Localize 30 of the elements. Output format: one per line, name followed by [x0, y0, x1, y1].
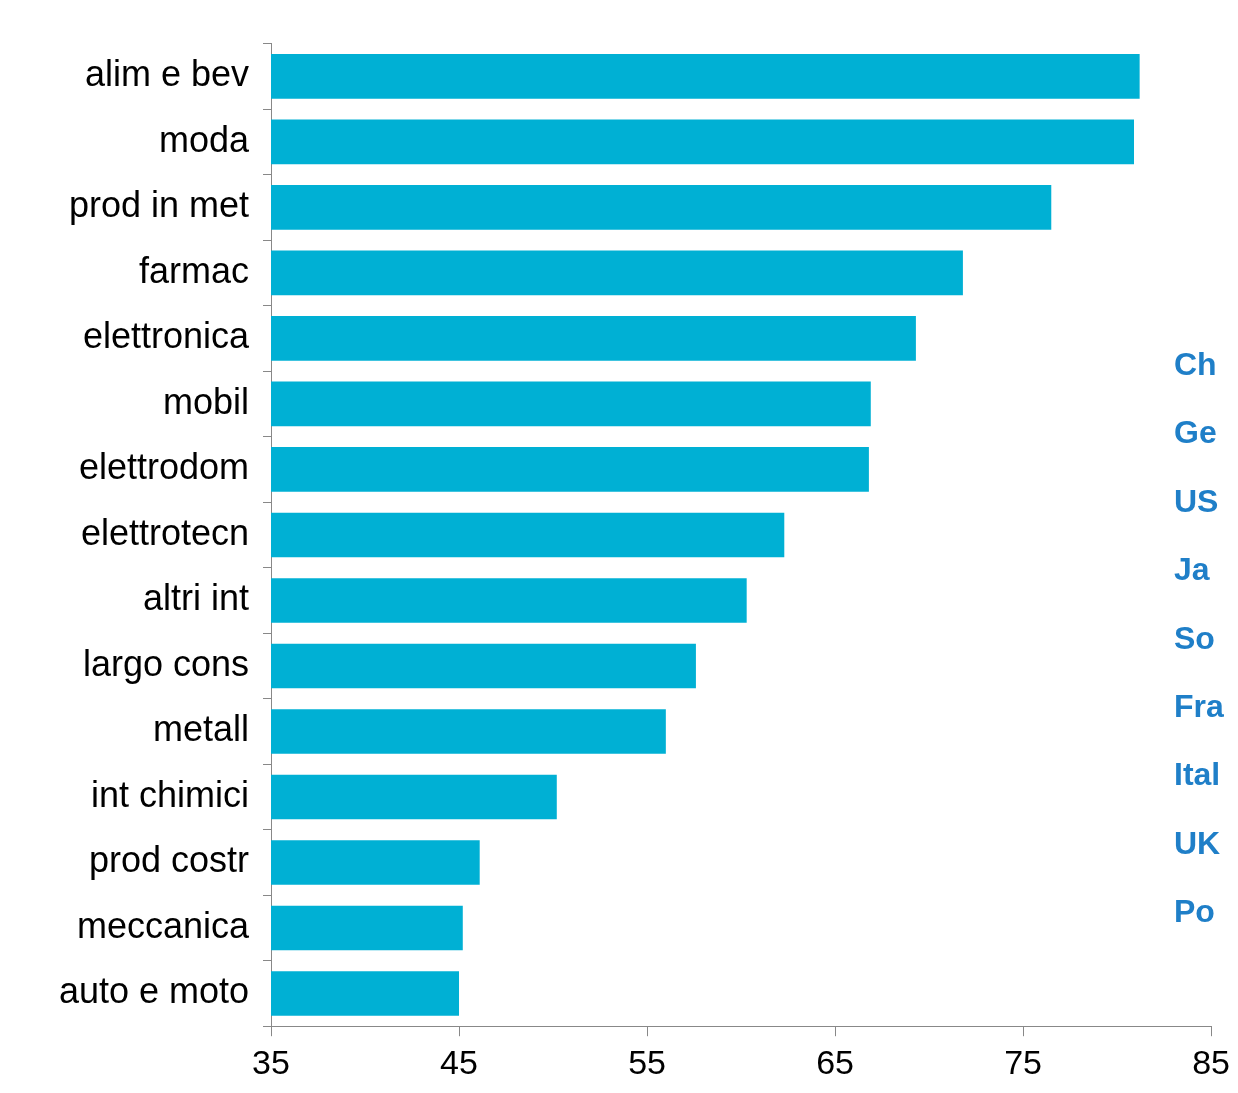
y-tick-label: elettrotecn	[80, 511, 249, 553]
annotation: Fra	[1174, 688, 1224, 725]
y-tick-label: prod costr	[88, 839, 249, 881]
y-tick-label: prod in met	[68, 184, 249, 226]
annotation: Ital	[1174, 756, 1221, 794]
y-tick-label: metall	[152, 708, 249, 750]
x-tick-label: 45	[440, 1042, 478, 1081]
annotation: US	[1174, 482, 1219, 520]
annotation: Ch	[1174, 346, 1217, 383]
y-tick-label: moda	[158, 118, 250, 160]
y-tick-label: int chimici	[90, 773, 249, 815]
y-tick-label: altri int	[142, 577, 249, 619]
annotation: UK	[1174, 824, 1221, 862]
x-tick-label: 65	[816, 1042, 854, 1081]
annotation: Ge	[1174, 414, 1217, 452]
x-tick-label: 85	[1192, 1042, 1230, 1081]
y-tick-label: auto e moto	[58, 970, 249, 1012]
y-tick-label: elettronica	[82, 315, 250, 357]
annotation: So	[1174, 619, 1215, 657]
annotation: Po	[1174, 893, 1215, 931]
annotation: Ja	[1174, 551, 1210, 589]
x-tick-label: 75	[1004, 1042, 1042, 1081]
y-tick-label: elettrodom	[78, 446, 249, 488]
x-tick-label: 35	[252, 1042, 290, 1081]
y-tick-label: largo cons	[82, 642, 249, 684]
x-tick-label: 55	[628, 1042, 666, 1081]
y-tick-label: alim e bev	[84, 53, 249, 95]
y-tick-label: farmac	[138, 249, 249, 291]
y-tick-label: meccanica	[76, 904, 250, 946]
y-tick-label: mobil	[162, 380, 249, 422]
